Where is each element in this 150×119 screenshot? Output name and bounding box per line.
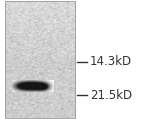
Text: 14.3kD: 14.3kD <box>90 55 132 68</box>
Bar <box>4 1 75 118</box>
Text: 21.5kD: 21.5kD <box>90 89 132 102</box>
